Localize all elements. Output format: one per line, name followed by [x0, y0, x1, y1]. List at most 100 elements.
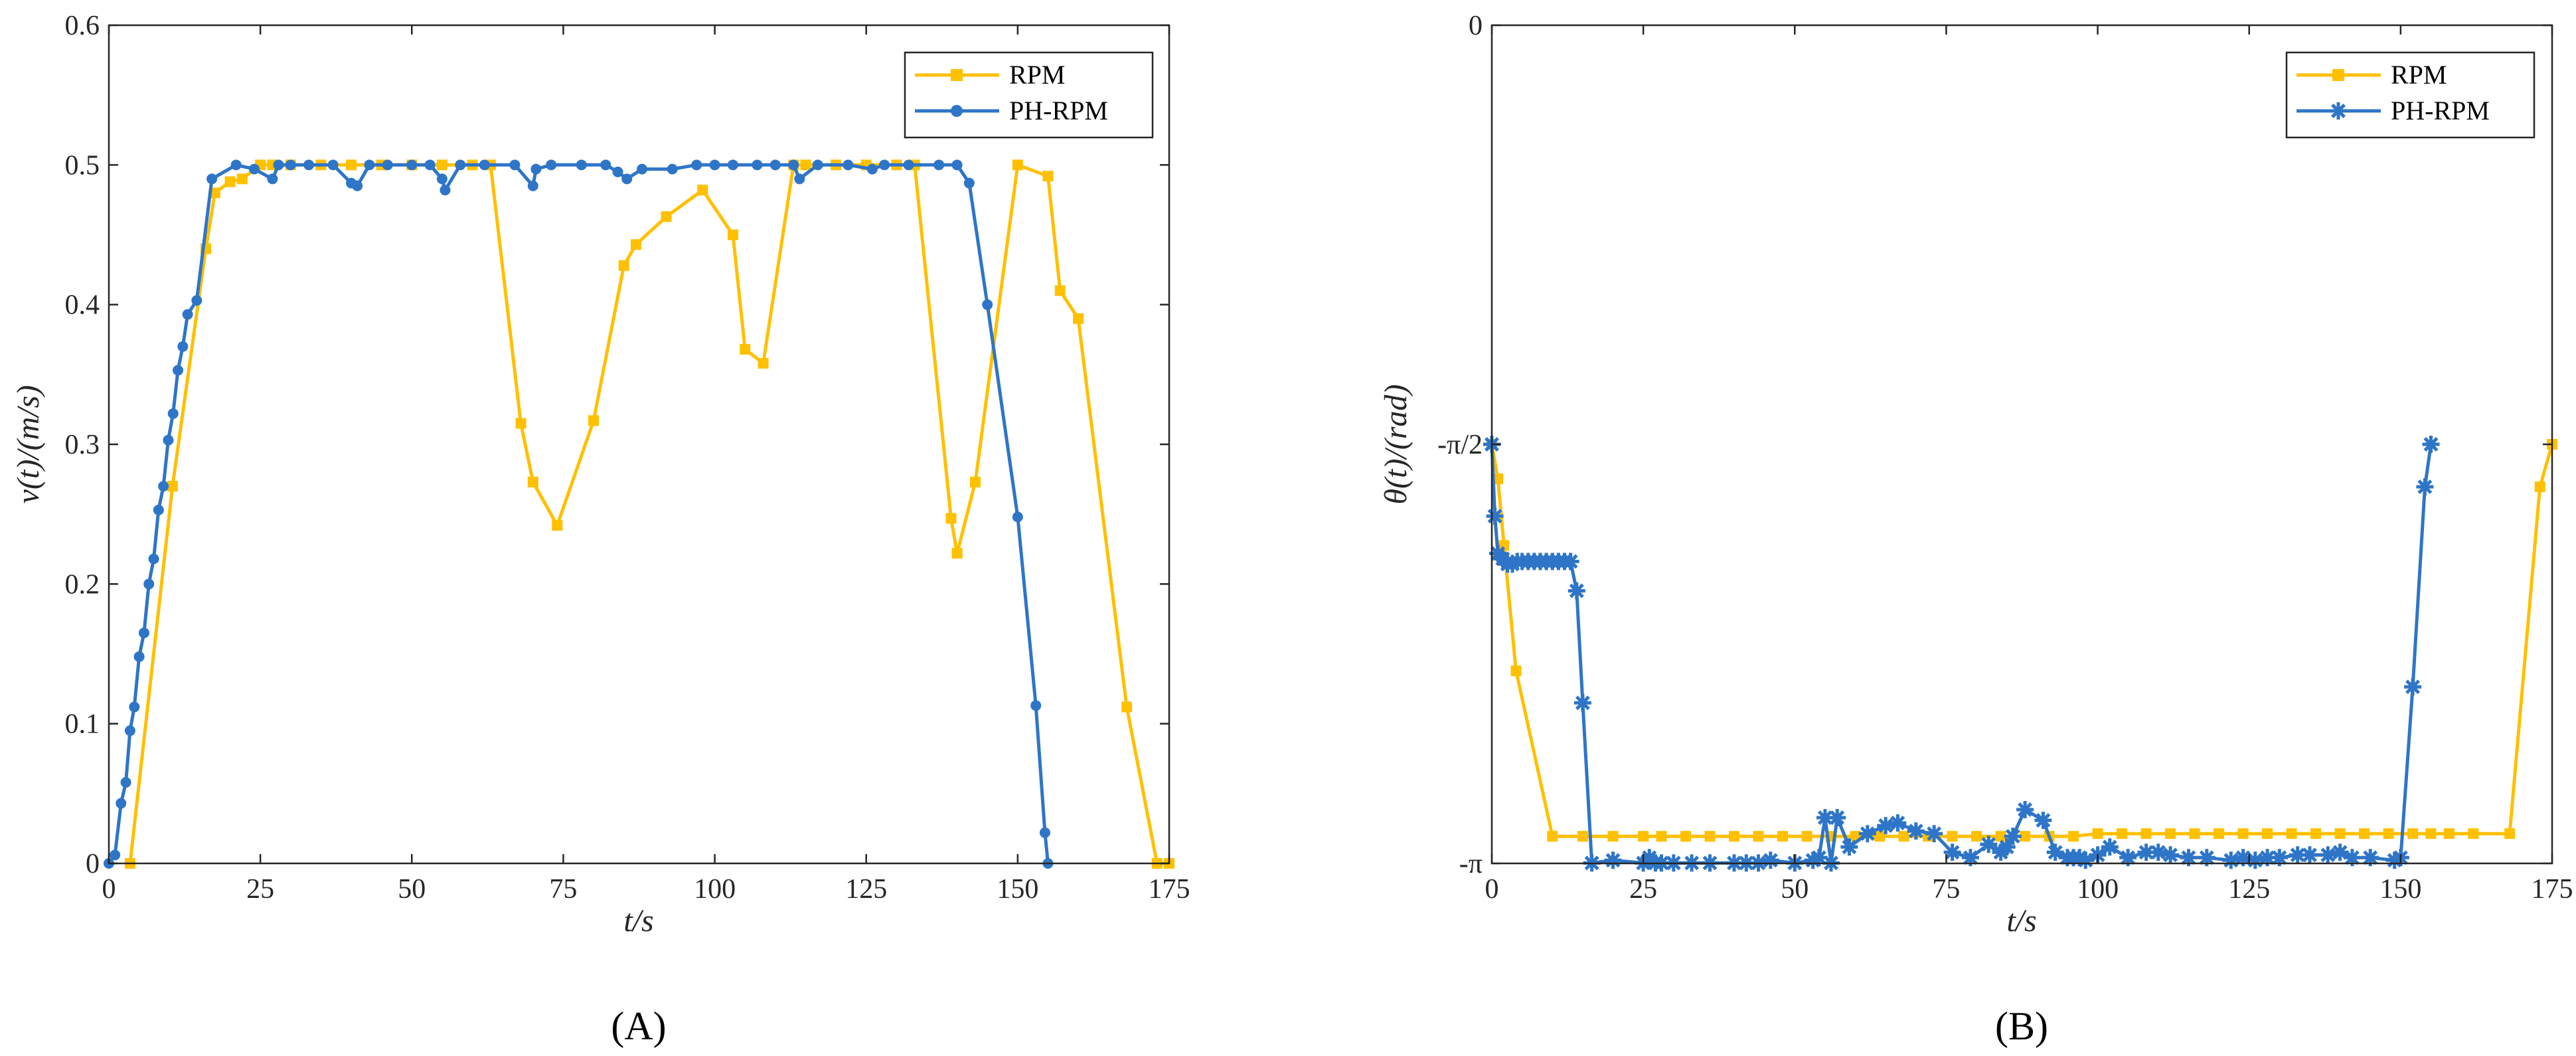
panel-a-series-ph-rpm-point [600, 159, 611, 171]
panel-a-series-rpm-point [969, 476, 981, 487]
panel-a-series-ph-rpm-point [812, 159, 823, 171]
panel-a-series-rpm-point [527, 476, 538, 487]
panel-a-series-rpm-point [661, 211, 672, 222]
panel-b-series-rpm-point [1995, 831, 2006, 842]
panel-b-series-ph-rpm-point [2246, 851, 2264, 869]
panel-b-x-tick-label: 125 [2228, 874, 2270, 905]
panel-a-series-ph-rpm-point [612, 166, 623, 177]
panel-a-series-ph-rpm-point [133, 651, 145, 662]
panel-b-series-rpm-point [1607, 831, 1619, 842]
panel-b-series-ph-rpm-point [2289, 846, 2306, 864]
panel-b-chart: 0 25 50 75 100 125 150 175 -π -π/2 0 t/s θ(t)/(ra… [1378, 11, 2573, 1048]
panel-a-series-ph-rpm-point [637, 163, 648, 175]
panel-a-caption: (A) [611, 1004, 666, 1048]
panel-a-series-rpm-point [167, 481, 178, 492]
panel-a-legend-rpm-marker [951, 69, 963, 81]
panel-b-series-rpm-point [2092, 828, 2103, 839]
panel-a-series-ph-rpm-point [206, 173, 218, 185]
panel-b-series-ph-rpm-point [2180, 849, 2198, 867]
panel-b-series-ph-rpm-point [2385, 851, 2403, 869]
panel-a-series-rpm-point [740, 343, 751, 355]
panel-a-series-ph-rpm-point [527, 180, 538, 191]
panel-a-series-ph-rpm-point [727, 159, 738, 171]
panel-a-series-ph-rpm-point [866, 163, 878, 175]
panel-a-series-rpm-point [727, 229, 738, 240]
panel-b-series-ph-rpm-point [2422, 436, 2440, 453]
panel-b-series-ph-rpm-point [2234, 849, 2252, 867]
panel-b-series-rpm-point [2020, 831, 2031, 842]
panel-a-x-ticks: 0 25 50 75 100 125 150 175 [102, 25, 1190, 905]
panel-a-series-ph-rpm-point [120, 777, 131, 788]
panel-b-series-ph-rpm-point [1998, 838, 2016, 856]
panel-a-series-rpm-point [224, 176, 236, 187]
panel-b-series-rpm-point [1777, 831, 1789, 842]
panel-b-series-rpm-point [1898, 831, 1909, 842]
panel-b-series-rpm-point [1729, 831, 1740, 842]
panel-b-axes-box [1490, 24, 2553, 865]
panel-a-series-ph-rpm-point [424, 159, 436, 171]
panel-b-series-rpm-point [2334, 828, 2346, 839]
panel-b-series-rpm-point [1680, 831, 1692, 842]
panel-b-series-rpm-point [2383, 828, 2394, 839]
panel-a-series-ph-rpm-point [273, 159, 284, 171]
panel-b-plot-area [1483, 436, 2557, 872]
panel-b-series-rpm-point [2443, 828, 2455, 839]
panel-a-x-tick-label: 125 [845, 874, 887, 905]
panel-a-series-ph-rpm-point [879, 159, 890, 171]
panel-b-series-rpm-point [2165, 828, 2176, 839]
panel-b-series-rpm-point [1947, 831, 1958, 842]
panel-a-series-ph-rpm-point [530, 163, 542, 175]
panel-b-x-tick-label: 75 [1932, 874, 1960, 905]
panel-b-series-rpm-point [2237, 828, 2249, 839]
panel-a-series-ph-rpm-point [249, 163, 260, 175]
panel-b-y-tick-label: -π [1459, 849, 1483, 879]
panel-b-series-rpm-point [1577, 831, 1588, 842]
panel-b-series-ph-rpm-point [1877, 817, 1895, 835]
panel-b-caption: (B) [1995, 1004, 2048, 1048]
panel-b-legend: RPM PH-RPM [2285, 51, 2536, 139]
panel-a-x-axis-label: t/s [623, 903, 653, 938]
panel-b-series-rpm-point [2262, 828, 2273, 839]
panel-b-series-ph-rpm-point [1568, 582, 1585, 600]
panel-a-series-rpm-point [1042, 171, 1054, 182]
panel-a-y-tick-label: 0 [86, 849, 100, 879]
panel-b-series-rpm-point [1704, 831, 1716, 842]
panel-b-series-rpm-point [1492, 473, 1504, 484]
panel-b-y-ticks: -π -π/2 0 [1437, 11, 2552, 879]
panel-a-x-tick-label: 50 [398, 874, 426, 905]
panel-b-series-ph-rpm-point [2071, 849, 2089, 867]
panel-b-x-tick-label: 100 [2077, 874, 2119, 905]
panel-b-series-rpm-point [1638, 831, 1649, 842]
panel-a-y-tick-label: 0.4 [65, 290, 100, 321]
panel-b-series-ph-rpm-point [2137, 843, 2155, 861]
panel-a-series-rpm-point [346, 159, 357, 171]
panel-b-legend-box [2285, 51, 2536, 139]
panel-b-x-tick-label: 175 [2532, 874, 2573, 905]
panel-a-series-ph-rpm-point [509, 159, 521, 171]
panel-a-series-ph-rpm-point [191, 295, 202, 306]
panel-b-series-rpm-point [1801, 831, 1812, 842]
panel-a-x-tick-label: 175 [1149, 874, 1190, 905]
panel-a-plot-area [104, 159, 1174, 869]
panel-b-series-ph-rpm-point [2198, 849, 2215, 867]
panel-a-series-ph-rpm-point [576, 159, 587, 171]
panel-a-series-ph-rpm-point [182, 309, 193, 320]
panel-a-legend: RPM PH-RPM [904, 51, 1154, 139]
panel-a-series-rpm-point [951, 548, 963, 559]
panel-b-series-rpm-point [1971, 831, 1982, 842]
panel-b-series-ph-rpm-point [2222, 851, 2240, 869]
panel-a-series-ph-rpm-point [752, 159, 763, 171]
panel-a-series-ph-rpm-point [667, 163, 678, 175]
panel-a-series-ph-rpm-point [843, 159, 854, 171]
panel-b-series-rpm-point [2140, 828, 2152, 839]
panel-b-series-ph-rpm-point [2271, 849, 2289, 867]
panel-b-series-rpm-line [1490, 444, 2554, 838]
panel-a-series-ph-rpm-point [1012, 511, 1023, 523]
panel-a-series-ph-rpm-point [177, 341, 189, 352]
panel-b-x-tick-label: 25 [1629, 874, 1657, 905]
panel-b-series-ph-rpm-point [2301, 846, 2318, 864]
panel-a-legend-box [904, 51, 1154, 139]
panel-a-y-ticks: 0 0.1 0.2 0.3 0.4 0.5 0.6 [65, 11, 1169, 879]
panel-a-series-rpm-point [436, 159, 447, 171]
panel-a-series-ph-rpm-point [116, 798, 127, 809]
